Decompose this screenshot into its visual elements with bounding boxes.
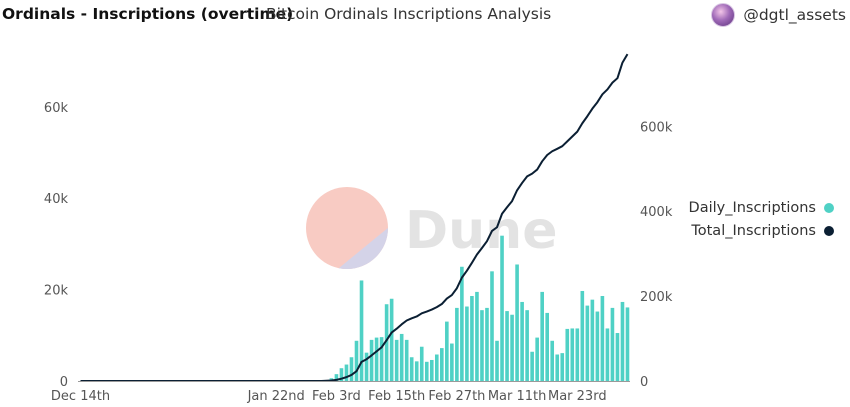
daily-bar[interactable] bbox=[490, 271, 494, 381]
daily-bar[interactable] bbox=[590, 299, 595, 381]
y-axis-right-ticks: 0 200k 400k 600k bbox=[640, 120, 673, 390]
dune-logo-shade bbox=[306, 218, 388, 269]
daily-bar[interactable] bbox=[605, 328, 610, 381]
daily-bar[interactable] bbox=[354, 340, 359, 381]
legend-label-daily: Daily_Inscriptions bbox=[688, 199, 816, 216]
daily-bar[interactable] bbox=[339, 368, 344, 381]
daily-bar[interactable] bbox=[495, 340, 499, 381]
daily-bar[interactable] bbox=[530, 351, 534, 381]
watermark-text: Dune bbox=[405, 201, 557, 261]
total-inscriptions-series bbox=[80, 53, 629, 382]
daily-bar[interactable] bbox=[419, 346, 424, 381]
daily-bar[interactable] bbox=[575, 328, 580, 381]
daily-bar[interactable] bbox=[560, 353, 565, 381]
y-right-tick-label: 0 bbox=[640, 375, 648, 390]
daily-bar[interactable] bbox=[610, 307, 615, 381]
y-axis-left-ticks: 0 20k 40k 60k bbox=[44, 101, 69, 390]
daily-bar[interactable] bbox=[460, 266, 464, 381]
chart-subtitle: Bitcoin Ordinals Inscriptions Analysis bbox=[266, 5, 552, 23]
chart-header: Ordinals - Inscriptions (overtime) Bitco… bbox=[0, 0, 850, 34]
y-right-tick-label: 200k bbox=[640, 290, 673, 305]
daily-bar[interactable] bbox=[440, 348, 444, 381]
daily-bar[interactable] bbox=[344, 364, 349, 381]
legend-label-total: Total_Inscriptions bbox=[691, 222, 816, 239]
daily-bar[interactable] bbox=[399, 333, 404, 381]
daily-bar[interactable] bbox=[364, 352, 369, 381]
y-left-tick-label: 40k bbox=[44, 192, 69, 207]
daily-bar[interactable] bbox=[540, 291, 544, 381]
daily-bar[interactable] bbox=[434, 354, 439, 382]
daily-bar[interactable] bbox=[414, 361, 419, 381]
x-tick-label: Mar 23rd bbox=[548, 389, 607, 404]
daily-bar[interactable] bbox=[625, 307, 630, 381]
daily-bar[interactable] bbox=[480, 310, 484, 381]
x-tick-label: Dec 14th bbox=[51, 389, 110, 404]
dune-watermark: Dune bbox=[306, 187, 557, 269]
daily-bar[interactable] bbox=[510, 314, 514, 381]
x-axis-ticks: Dec 14th Jan 22nd Feb 3rd Feb 15th Feb 27th M… bbox=[51, 389, 607, 404]
daily-bar[interactable] bbox=[445, 321, 449, 381]
y-right-tick-label: 600k bbox=[640, 120, 673, 135]
daily-bar[interactable] bbox=[585, 305, 590, 381]
daily-bar[interactable] bbox=[615, 333, 620, 381]
daily-bar[interactable] bbox=[409, 357, 414, 381]
chart-legend: Daily_Inscriptions Total_Inscriptions bbox=[689, 196, 834, 242]
daily-bar[interactable] bbox=[389, 298, 394, 381]
daily-bar[interactable] bbox=[600, 296, 605, 381]
daily-bar[interactable] bbox=[384, 304, 389, 381]
y-left-tick-label: 60k bbox=[44, 101, 69, 116]
daily-bar[interactable] bbox=[580, 290, 585, 381]
x-tick-label: Jan 22nd bbox=[247, 389, 305, 404]
legend-item-total[interactable]: Total_Inscriptions bbox=[689, 219, 834, 242]
x-tick-label: Mar 11th bbox=[488, 389, 547, 404]
daily-bar[interactable] bbox=[455, 307, 459, 381]
daily-inscriptions-bars bbox=[324, 235, 630, 382]
legend-dot-daily bbox=[824, 202, 834, 213]
daily-bar[interactable] bbox=[404, 339, 409, 382]
user-handle[interactable]: @dgtl_assets bbox=[743, 6, 846, 24]
daily-bar[interactable] bbox=[570, 328, 575, 381]
daily-bar[interactable] bbox=[545, 312, 549, 381]
daily-bar[interactable] bbox=[470, 296, 474, 381]
daily-bar[interactable] bbox=[379, 337, 384, 381]
daily-bar[interactable] bbox=[424, 361, 429, 381]
daily-bar[interactable] bbox=[475, 291, 479, 381]
x-tick-label: Feb 3rd bbox=[312, 389, 361, 404]
y-left-tick-label: 20k bbox=[44, 284, 69, 299]
y-right-tick-label: 400k bbox=[640, 205, 673, 220]
daily-bar[interactable] bbox=[565, 328, 570, 381]
legend-dot-total bbox=[824, 225, 834, 236]
daily-bar[interactable] bbox=[550, 340, 555, 381]
daily-bar[interactable] bbox=[505, 311, 509, 381]
daily-bar[interactable] bbox=[535, 337, 539, 381]
daily-bar[interactable] bbox=[485, 307, 489, 381]
legend-item-daily[interactable]: Daily_Inscriptions bbox=[689, 196, 834, 219]
x-tick-label: Feb 15th bbox=[368, 389, 425, 404]
total-inscriptions-line[interactable] bbox=[80, 53, 629, 382]
daily-bar[interactable] bbox=[450, 343, 454, 381]
daily-bar[interactable] bbox=[334, 374, 339, 381]
daily-bar[interactable] bbox=[394, 339, 399, 382]
daily-bar[interactable] bbox=[515, 264, 519, 381]
daily-bar[interactable] bbox=[620, 301, 625, 381]
daily-bar[interactable] bbox=[349, 357, 354, 381]
daily-bar[interactable] bbox=[500, 235, 504, 381]
chart-title: Ordinals - Inscriptions (overtime) bbox=[2, 5, 294, 23]
daily-bar[interactable] bbox=[555, 354, 560, 382]
daily-bar[interactable] bbox=[595, 311, 600, 381]
user-badge[interactable]: @dgtl_assets bbox=[711, 3, 846, 27]
avatar-icon bbox=[711, 3, 736, 27]
daily-bar[interactable] bbox=[520, 301, 524, 381]
daily-bar[interactable] bbox=[525, 310, 529, 381]
daily-bar[interactable] bbox=[369, 339, 374, 382]
daily-bar[interactable] bbox=[374, 337, 379, 381]
x-tick-label: Feb 27th bbox=[428, 389, 485, 404]
daily-bar[interactable] bbox=[359, 280, 364, 381]
y-left-tick-label: 0 bbox=[60, 375, 68, 390]
daily-bar[interactable] bbox=[465, 306, 469, 381]
daily-bar[interactable] bbox=[429, 359, 434, 381]
